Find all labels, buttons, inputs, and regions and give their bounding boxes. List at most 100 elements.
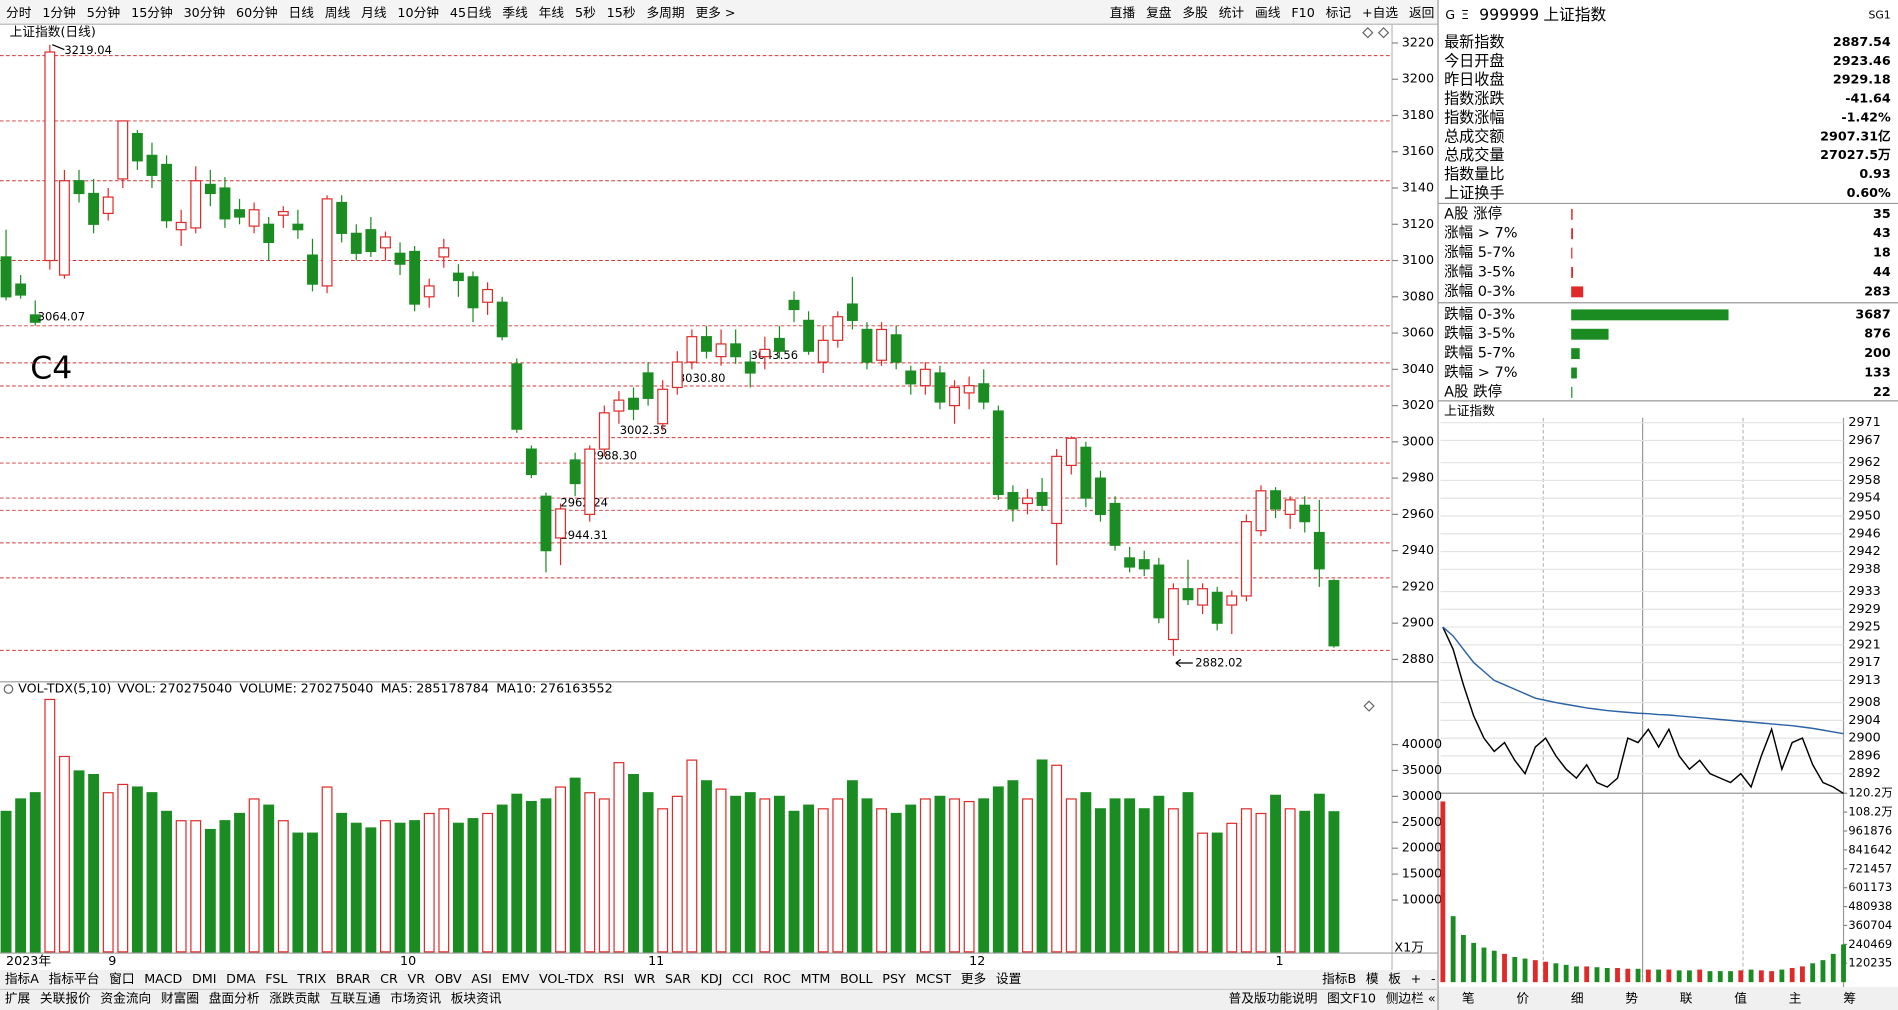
candle-body (744, 361, 756, 374)
toolbar-item[interactable]: 标记 (1326, 5, 1352, 20)
volume-bar (1197, 832, 1209, 953)
candle-body (686, 336, 698, 363)
side-tab[interactable]: 筹 (1843, 991, 1856, 1006)
tab[interactable]: 侧边栏 « (1386, 991, 1436, 1006)
toolbar-item[interactable]: 10分钟 (397, 5, 439, 20)
tab[interactable]: 资金流向 (100, 991, 151, 1006)
toolbar-item[interactable]: 画线 (1255, 5, 1281, 20)
toolbar-item[interactable]: 45日线 (450, 5, 492, 20)
candle-body (336, 201, 348, 234)
toolbar-item[interactable]: 15秒 (607, 5, 636, 20)
tab[interactable]: EMV (502, 971, 530, 986)
tab[interactable]: SAR (665, 971, 691, 986)
tab[interactable]: 互联互通 (330, 991, 381, 1006)
tab[interactable]: ROC (763, 971, 791, 986)
toolbar-item[interactable]: 统计 (1219, 5, 1245, 20)
tab[interactable]: CCI (732, 971, 753, 986)
side-tab[interactable]: 价 (1516, 991, 1529, 1006)
breadth-value: 133 (1864, 364, 1891, 379)
marker-arrow (1175, 658, 1193, 668)
tab[interactable]: MACD (144, 971, 182, 986)
toolbar-item[interactable]: 周线 (325, 5, 351, 20)
tab[interactable]: MCST (915, 971, 951, 986)
tab[interactable]: BRAR (336, 971, 371, 986)
tab[interactable]: OBV (435, 971, 462, 986)
toolbar-item[interactable]: 直播 (1110, 5, 1136, 20)
toolbar-item[interactable]: 更多 > (695, 5, 735, 20)
toolbar-item[interactable]: 5分钟 (87, 5, 120, 20)
breadth-value: 18 (1873, 245, 1891, 260)
tab[interactable]: 设置 (996, 971, 1021, 986)
icon[interactable] (1377, 26, 1390, 39)
candle-body (759, 348, 771, 358)
icon[interactable] (1362, 26, 1374, 39)
tab[interactable]: 板块资讯 (451, 991, 502, 1006)
tab[interactable]: 财富圈 (161, 991, 199, 1006)
toolbar-item[interactable]: F10 (1291, 5, 1314, 20)
tab[interactable]: 图文F10 (1327, 991, 1376, 1006)
toolbar-item[interactable]: 返回 (1409, 5, 1434, 20)
toolbar-item[interactable]: 日线 (289, 5, 315, 20)
toolbar-item[interactable]: 复盘 (1146, 5, 1172, 20)
toolbar-item[interactable]: 分时 (6, 5, 32, 20)
tab[interactable]: MTM (801, 971, 831, 986)
toolbar-item[interactable]: 30分钟 (184, 5, 226, 20)
tab[interactable]: 指标A (5, 971, 39, 986)
tab[interactable]: 关联报价 (40, 991, 91, 1006)
toolbar-item[interactable]: 多股 (1182, 5, 1208, 20)
breadth-bar (1571, 267, 1574, 278)
tab[interactable]: 普及版功能说明 (1229, 991, 1318, 1006)
tab[interactable]: 板 (1388, 971, 1401, 986)
volume-bar (292, 832, 304, 953)
toolbar-item[interactable]: 5秒 (575, 5, 596, 20)
tab[interactable]: PSY (882, 971, 906, 986)
tab[interactable]: 涨跌贡献 (269, 991, 320, 1006)
tab[interactable]: - (1431, 971, 1436, 986)
tab[interactable]: 扩展 (5, 991, 31, 1006)
volume-bar (759, 798, 771, 953)
intraday-volume-bar (1563, 964, 1569, 983)
tab[interactable]: 指标B (1322, 971, 1356, 986)
volume-bar (146, 792, 158, 953)
tab[interactable]: 窗口 (109, 971, 134, 986)
tab[interactable]: VOL-TDX (539, 971, 594, 986)
tab[interactable]: FSL (265, 971, 288, 986)
tab[interactable]: TRIX (296, 971, 326, 986)
side-tab[interactable]: 值 (1734, 991, 1747, 1006)
candle-body (88, 192, 100, 225)
tab[interactable]: 指标平台 (49, 971, 100, 986)
tab[interactable]: + (1411, 971, 1422, 986)
toolbar-item[interactable]: 多周期 (646, 5, 684, 20)
tab[interactable]: VR (408, 971, 426, 986)
tab[interactable]: RSI (604, 971, 625, 986)
tab[interactable]: 模 (1366, 971, 1379, 986)
side-tab[interactable]: 势 (1625, 991, 1638, 1006)
toolbar-item[interactable]: 年线 (539, 5, 565, 20)
tab[interactable]: DMI (192, 971, 216, 986)
tab[interactable]: 盘面分析 (209, 991, 260, 1006)
toolbar-item[interactable]: 15分钟 (131, 5, 173, 20)
y-tick-label: 40000 (1402, 736, 1442, 751)
volume-bar (438, 808, 450, 953)
side-tab[interactable]: 主 (1789, 991, 1802, 1006)
toolbar-item[interactable]: 60分钟 (236, 5, 278, 20)
tab[interactable]: WR (634, 971, 656, 986)
side-tab[interactable]: 笔 (1462, 991, 1475, 1006)
tab[interactable]: 更多 (961, 971, 986, 986)
side-tab[interactable]: 细 (1571, 991, 1584, 1006)
tab[interactable]: KDJ (701, 971, 723, 986)
side-tab[interactable]: 联 (1680, 991, 1693, 1006)
toolbar-item[interactable]: 季线 (502, 5, 528, 20)
tab[interactable]: ASI (471, 971, 491, 986)
candle-body (1051, 455, 1063, 525)
tab[interactable]: DMA (226, 971, 256, 986)
icon[interactable] (1363, 700, 1375, 712)
y-tick-label: 3080 (1402, 288, 1434, 303)
tab[interactable]: BOLL (840, 971, 874, 986)
toolbar-item[interactable]: 月线 (361, 5, 387, 20)
tab[interactable]: 市场资讯 (390, 991, 441, 1006)
tab[interactable]: CR (380, 971, 398, 986)
y-tick-label: 480938 (1848, 899, 1892, 913)
toolbar-item[interactable]: 1分钟 (42, 5, 75, 20)
toolbar-item[interactable]: +自选 (1362, 5, 1398, 20)
